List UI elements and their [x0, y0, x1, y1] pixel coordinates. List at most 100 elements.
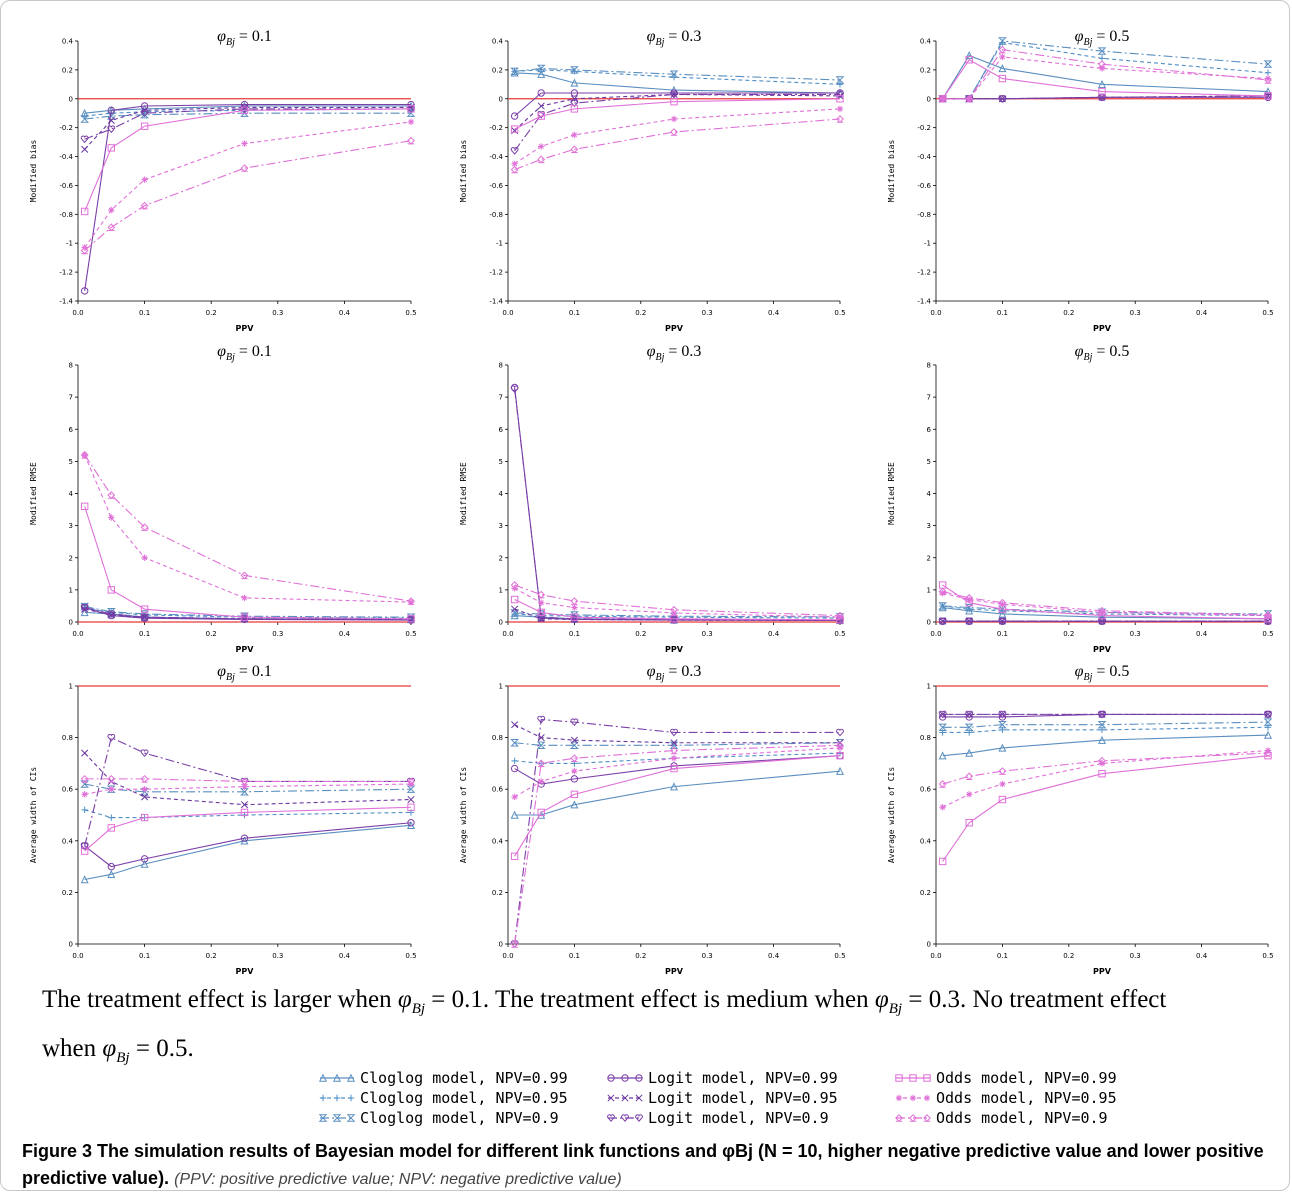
- legend-swatch-marker: [635, 1094, 643, 1102]
- y-axis-label: Modified bias: [29, 140, 38, 203]
- data-point-lg95: [511, 605, 519, 613]
- data-point-cl99: [1263, 730, 1273, 739]
- data-point-lg99: [140, 102, 149, 110]
- legend-item-cloglog-9: Cloglog model, NPV=0.9: [318, 1109, 606, 1127]
- y-tick-label: 1: [499, 586, 503, 594]
- series-line-od9: [942, 590, 1269, 616]
- y-tick-label: 0: [927, 941, 931, 949]
- data-point-lg9: [965, 710, 974, 719]
- x-tick-label: 0.5: [405, 630, 416, 638]
- data-point-od9: [80, 774, 89, 783]
- legend-swatch-marker: [346, 1073, 356, 1082]
- data-point-od9: [80, 246, 89, 255]
- y-tick-label: 0.8: [920, 734, 931, 742]
- data-point-cl99: [570, 800, 579, 809]
- y-tick-label: 0.6: [62, 786, 74, 794]
- legend-swatch-marker: [319, 1094, 327, 1102]
- data-point-od9: [510, 165, 519, 174]
- series-line-cl95: [84, 108, 412, 117]
- data-point-od9: [107, 223, 116, 232]
- chart-panel: 1 0.8 0.6 0.4 0.2 0 0.0 0.1 0.2 0.3 0.4 0.5 PPV Avera…: [29, 663, 417, 976]
- data-point-od9: [965, 94, 974, 103]
- figure-caption: Figure 3 The simulation results of Bayes…: [22, 1138, 1272, 1193]
- data-point-od9: [537, 590, 546, 599]
- data-point-cl9: [938, 723, 948, 731]
- data-point-cl9: [569, 66, 579, 74]
- y-tick-label: 0.2: [920, 66, 931, 74]
- data-point-od9: [240, 777, 249, 786]
- data-point-lg99: [510, 764, 519, 773]
- series-line-lg9: [84, 108, 411, 140]
- series-line-lg95: [84, 752, 412, 806]
- y-axis-label: Average width of CIs: [29, 767, 38, 864]
- legend-swatch: [607, 1074, 643, 1082]
- legend-swatch-marker: [333, 1094, 341, 1102]
- x-axis-label: PPV: [1093, 967, 1112, 976]
- data-point-od99: [1098, 87, 1106, 96]
- data-point-lg9: [80, 603, 89, 612]
- data-point-od95: [1264, 612, 1272, 619]
- y-tick-label: 2: [69, 554, 73, 562]
- data-point-od95: [241, 140, 248, 147]
- data-point-od99: [510, 595, 519, 604]
- legend-item-logit-95: Logit model, NPV=0.95: [606, 1089, 894, 1107]
- legend-swatch-marker: [909, 1094, 917, 1102]
- x-tick-label: 0.1: [139, 952, 150, 960]
- data-point-cl9: [569, 741, 579, 750]
- data-point-od95: [81, 791, 88, 798]
- y-tick-label: 4: [927, 490, 932, 498]
- data-point-cl95: [108, 814, 115, 821]
- data-point-od99: [510, 852, 519, 860]
- chart-title: φBj = 0.3: [647, 343, 702, 363]
- data-point-cl99: [570, 78, 579, 87]
- data-point-od9: [140, 523, 149, 532]
- data-point-od95: [836, 105, 844, 113]
- data-point-cl9: [536, 64, 546, 73]
- data-point-lg9: [107, 610, 116, 618]
- chart-title: φBj = 0.1: [217, 663, 272, 683]
- data-point-od99: [107, 586, 115, 594]
- series-line-lg9: [514, 93, 840, 152]
- series-line-lg99: [84, 822, 412, 868]
- y-tick-label: -0.2: [917, 124, 931, 132]
- data-point-od95: [108, 786, 115, 793]
- series-line-od99: [84, 806, 412, 852]
- y-tick-label: 0.8: [62, 734, 73, 742]
- y-tick-label: 0.6: [492, 786, 504, 794]
- x-tick-label: 0.5: [405, 952, 416, 960]
- data-point-od95: [511, 793, 518, 801]
- y-tick-label: 0.2: [492, 889, 503, 897]
- legend-swatch-marker: [347, 1094, 355, 1102]
- x-tick-label: 0.1: [569, 952, 580, 960]
- y-tick-label: 3: [69, 522, 73, 530]
- data-point-od95: [966, 95, 973, 102]
- data-point-cl99: [537, 69, 546, 78]
- data-point-lg95: [570, 736, 578, 744]
- data-point-cl9: [1263, 60, 1273, 68]
- legend-label: Cloglog model, NPV=0.95: [360, 1089, 568, 1107]
- y-tick-label: -0.2: [489, 124, 503, 132]
- y-tick-label: -0.8: [917, 211, 931, 219]
- data-point-od95: [939, 804, 946, 811]
- data-point-od99: [570, 790, 579, 799]
- legend-swatch-marker: [635, 1074, 643, 1082]
- data-point-od9: [670, 128, 678, 136]
- data-point-lg9: [570, 99, 579, 108]
- chart-panel: 1 0.8 0.6 0.4 0.2 0 0.0 0.1 0.2 0.3 0.4 0.5 PPV Avera…: [887, 663, 1274, 976]
- data-point-cl9: [1097, 721, 1107, 729]
- x-tick-label: 0.4: [1196, 630, 1208, 638]
- chart-panel: 8 7 6 5 4 3 2 1 0 0.0 0.1 0.2 0.3 0.4 0.5 PPV Modified R…: [887, 343, 1274, 654]
- data-point-cl9: [80, 115, 90, 123]
- data-point-lg9: [998, 710, 1007, 719]
- data-point-lg9: [670, 90, 678, 99]
- y-tick-label: 1: [69, 586, 73, 594]
- data-point-cl95: [1264, 69, 1272, 76]
- y-tick-label: 4: [499, 490, 504, 498]
- data-point-od95: [1264, 75, 1272, 82]
- x-tick-label: 0.4: [1196, 952, 1208, 960]
- series-line-cl99: [514, 72, 841, 94]
- data-point-od99: [836, 95, 844, 103]
- data-point-cl99: [938, 751, 947, 760]
- x-tick-label: 0.5: [1262, 309, 1273, 317]
- legend-swatch: [895, 1114, 931, 1122]
